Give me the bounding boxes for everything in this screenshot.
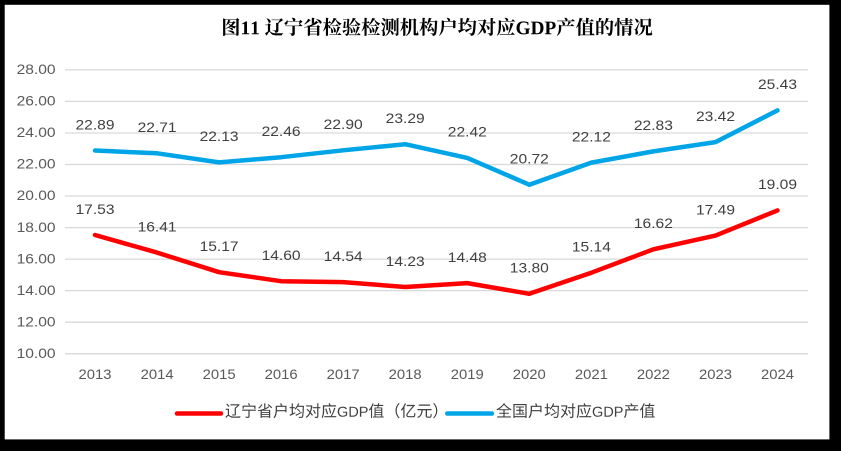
svg-text:2015: 2015 [203,366,236,382]
svg-text:2018: 2018 [389,366,422,382]
svg-text:2024: 2024 [761,366,794,382]
svg-text:25.43: 25.43 [758,76,797,92]
svg-text:16.00: 16.00 [17,250,56,266]
svg-text:22.12: 22.12 [572,128,611,144]
svg-text:22.00: 22.00 [17,156,56,172]
svg-text:20.00: 20.00 [17,187,56,203]
svg-text:13.80: 13.80 [510,260,549,276]
svg-text:22.83: 22.83 [634,117,673,133]
svg-text:22.13: 22.13 [200,128,239,144]
svg-text:22.89: 22.89 [76,116,115,132]
svg-text:23.42: 23.42 [696,108,735,124]
svg-text:28.00: 28.00 [17,61,56,77]
svg-text:14.60: 14.60 [262,247,301,263]
svg-text:24.00: 24.00 [17,124,56,140]
svg-text:10.00: 10.00 [17,345,56,361]
svg-text:22.90: 22.90 [324,116,363,132]
svg-text:14.23: 14.23 [386,253,425,269]
svg-text:2022: 2022 [637,366,670,382]
svg-text:2020: 2020 [513,366,546,382]
svg-text:26.00: 26.00 [17,93,56,109]
svg-text:2017: 2017 [327,366,360,382]
svg-text:22.42: 22.42 [448,124,487,140]
svg-text:15.14: 15.14 [572,239,611,255]
svg-text:2021: 2021 [575,366,608,382]
svg-text:16.62: 16.62 [634,215,673,231]
svg-text:2013: 2013 [79,366,112,382]
svg-text:2016: 2016 [265,366,298,382]
svg-text:20.72: 20.72 [510,151,549,167]
svg-text:2014: 2014 [141,366,174,382]
svg-text:17.53: 17.53 [76,201,115,217]
svg-text:19.09: 19.09 [758,176,797,192]
svg-text:18.00: 18.00 [17,219,56,235]
svg-text:14.48: 14.48 [448,249,487,265]
svg-text:2019: 2019 [451,366,484,382]
svg-text:2023: 2023 [699,366,732,382]
svg-text:22.46: 22.46 [262,123,301,139]
svg-text:22.71: 22.71 [138,119,177,135]
svg-text:16.41: 16.41 [138,218,177,234]
svg-text:12.00: 12.00 [17,313,56,329]
svg-text:17.49: 17.49 [696,201,735,217]
svg-text:14.00: 14.00 [17,282,56,298]
svg-text:15.17: 15.17 [200,238,239,254]
svg-text:14.54: 14.54 [324,248,363,264]
svg-text:23.29: 23.29 [386,110,425,126]
